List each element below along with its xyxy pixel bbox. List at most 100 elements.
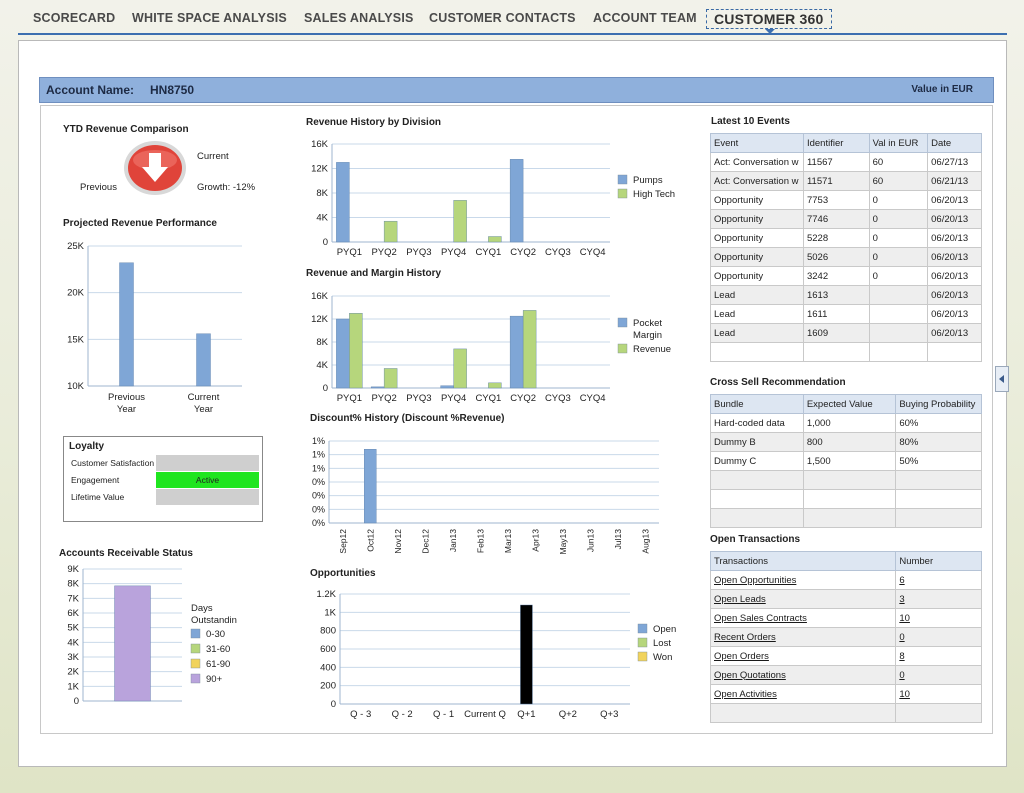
crosssell-cell xyxy=(802,470,897,490)
chart-bar[interactable] xyxy=(453,200,467,243)
x-tick-label: PYQ2 xyxy=(371,247,396,258)
y-tick-label: 16K xyxy=(311,139,329,150)
legend-label: Open xyxy=(653,624,676,635)
crosssell-col-bundle: Bundle xyxy=(710,394,804,414)
y-tick-label: 4K xyxy=(67,637,79,648)
chart-bar[interactable] xyxy=(383,220,398,243)
tab-sales-analysis[interactable]: SALES ANALYSIS xyxy=(304,11,414,25)
events-cell: Opportunity xyxy=(710,190,804,210)
y-tick-label: 5K xyxy=(67,623,79,634)
chart-bar[interactable] xyxy=(509,315,524,389)
chart-bar[interactable] xyxy=(509,159,524,243)
events-cell: 0 xyxy=(868,247,929,267)
chart-bar[interactable] xyxy=(114,585,151,702)
y-tick-label: 0 xyxy=(331,699,336,710)
discount-title: Discount% History (Discount %Revenue) xyxy=(310,413,505,424)
transactions-row[interactable]: Open Leads 3 xyxy=(709,589,982,609)
x-tick-label: PYQ1 xyxy=(337,393,362,404)
chart-bar[interactable] xyxy=(336,162,350,243)
transactions-title: Open Transactions xyxy=(710,534,801,545)
x-tick-label: PYQ4 xyxy=(441,393,466,404)
transactions-cell: 0 xyxy=(895,665,982,685)
x-tick-label: Jan13 xyxy=(448,529,458,552)
x-tick-label: Aug13 xyxy=(640,529,650,554)
transactions-link[interactable]: Open Activities xyxy=(714,688,777,700)
legend-label: Pumps xyxy=(633,175,663,186)
y-tick-label: 8K xyxy=(316,188,328,199)
tab-account-team[interactable]: ACCOUNT TEAM xyxy=(593,11,697,25)
events-row: Act: Conversation w 11567 60 06/27/13 xyxy=(710,152,982,172)
chart-bar[interactable] xyxy=(488,382,502,389)
transactions-link[interactable]: 0 xyxy=(899,669,905,681)
transactions-link[interactable]: 10 xyxy=(899,688,910,700)
transactions-row[interactable]: Open Orders 8 xyxy=(709,646,982,666)
opportunities-chart: 1.2K 1K 800 600 400 200 0 Q - 3 Q - 2 Q - 1 Curren… xyxy=(316,589,676,720)
transactions-row[interactable] xyxy=(709,703,982,723)
y-tick-label: 3K xyxy=(67,652,79,663)
transactions-link[interactable]: 0 xyxy=(899,631,905,643)
loyalty-label: Engagement xyxy=(71,475,120,485)
chart-bar[interactable] xyxy=(196,333,211,387)
x-tick-label: Q+2 xyxy=(559,709,577,720)
chart-bar[interactable] xyxy=(383,368,398,389)
transactions-row[interactable]: Open Sales Contracts 10 xyxy=(709,608,982,628)
chart-bar[interactable] xyxy=(520,604,533,705)
x-tick-label: CYQ3 xyxy=(545,393,571,404)
crosssell-header-row: Bundle Expected Value Buying Probability xyxy=(710,394,982,414)
transactions-row[interactable]: Open Quotations 0 xyxy=(709,665,982,685)
chart-bar[interactable] xyxy=(370,386,385,389)
events-row: Opportunity 7753 0 06/20/13 xyxy=(710,190,982,210)
events-cell: 60 xyxy=(868,171,929,191)
rev-margin-title: Revenue and Margin History xyxy=(306,268,442,279)
x-tick-label: Q - 1 xyxy=(433,709,454,720)
events-cell xyxy=(927,342,982,362)
chart-bar[interactable] xyxy=(119,262,134,387)
y-tick-label: 25K xyxy=(67,241,85,252)
chart-bar[interactable] xyxy=(453,348,467,389)
tab-white-space-analysis[interactable]: WHITE SPACE ANALYSIS xyxy=(132,11,287,25)
events-row: Opportunity 3242 0 06/20/13 xyxy=(710,266,982,286)
down-arrow-icon xyxy=(142,153,168,182)
transactions-cell: Open Activities xyxy=(709,684,897,704)
transactions-row[interactable]: Open Opportunities 6 xyxy=(709,570,982,590)
tab-customer-contacts[interactable]: CUSTOMER CONTACTS xyxy=(429,11,576,25)
crosssell-cell: 50% xyxy=(895,451,982,471)
crosssell-cell: 60% xyxy=(895,413,982,433)
x-tick-label: Jun13 xyxy=(585,529,595,552)
transactions-link[interactable]: Open Opportunities xyxy=(714,574,797,586)
tab-scorecard[interactable]: SCORECARD xyxy=(33,11,116,25)
chart-bar[interactable] xyxy=(364,449,377,524)
transactions-link[interactable]: 8 xyxy=(899,650,905,662)
chart-bar[interactable] xyxy=(522,310,537,389)
transactions-link[interactable]: Open Quotations xyxy=(714,669,786,681)
loyalty-row-engagement: Engagement Active xyxy=(69,472,259,488)
chart-bar[interactable] xyxy=(336,318,350,389)
y-tick-label: 0% xyxy=(312,477,325,487)
transactions-row[interactable]: Open Activities 10 xyxy=(709,684,982,704)
transactions-link[interactable]: Open Leads xyxy=(714,593,766,605)
events-cell: 1611 xyxy=(802,304,870,324)
events-row: Opportunity 5228 0 06/20/13 xyxy=(710,228,982,248)
chart-bar[interactable] xyxy=(440,385,454,389)
collapse-panel-button[interactable] xyxy=(995,366,1009,392)
events-cell: Lead xyxy=(710,323,804,343)
x-tick-label: Q - 2 xyxy=(392,709,413,720)
legend-swatch xyxy=(637,651,648,662)
transactions-link[interactable]: 10 xyxy=(899,612,910,624)
chart-bar[interactable] xyxy=(488,236,502,243)
ytd-current-label: Current xyxy=(197,151,229,162)
crosssell-cell: Hard-coded data xyxy=(710,413,804,433)
events-cell: 0 xyxy=(868,266,929,286)
transactions-link[interactable]: 3 xyxy=(899,593,905,605)
events-col-date: Date xyxy=(927,133,982,153)
transactions-row[interactable]: Recent Orders 0 xyxy=(709,627,982,647)
chart-bar[interactable] xyxy=(349,313,363,389)
transactions-header-row: Transactions Number xyxy=(709,551,982,571)
transactions-link[interactable]: Recent Orders xyxy=(714,631,776,643)
legend-swatch xyxy=(637,637,648,648)
tab-customer-360[interactable]: CUSTOMER 360 xyxy=(706,9,832,29)
transactions-link[interactable]: Open Sales Contracts xyxy=(714,612,807,624)
transactions-link[interactable]: 6 xyxy=(899,574,905,586)
crosssell-row xyxy=(710,470,982,490)
transactions-link[interactable]: Open Orders xyxy=(714,650,769,662)
